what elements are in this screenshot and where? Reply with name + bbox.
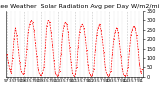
Title: Milwaukee Weather  Solar Radiation Avg per Day W/m2/minute: Milwaukee Weather Solar Radiation Avg pe…: [0, 4, 160, 9]
